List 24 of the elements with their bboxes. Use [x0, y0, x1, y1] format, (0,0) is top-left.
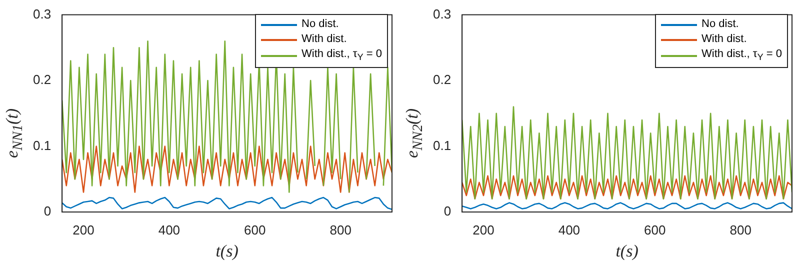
y-tick-label: 0.1	[32, 138, 52, 153]
y-tick-label: 0	[44, 204, 52, 219]
legend-label: With dist., τ$_{Y}$ = 0	[302, 47, 382, 64]
legend-label: No dist.	[302, 17, 339, 32]
x-tick-label: 800	[730, 222, 752, 238]
y-tick-label: 0.1	[432, 138, 452, 153]
x-tick-label: 400	[158, 222, 180, 238]
x-axis-title: t(s)	[616, 241, 639, 260]
x-tick-label: 600	[644, 222, 666, 238]
legend-label: With dist.	[302, 32, 347, 47]
x-axis-title: t(s)	[216, 241, 239, 260]
y-tick-label: 0	[444, 204, 452, 219]
x-tick-label: 200	[472, 222, 494, 238]
y-tick-label: 0.2	[432, 72, 452, 88]
x-tick-label: 200	[72, 222, 94, 238]
legend-label: With dist.	[702, 32, 747, 47]
x-tick-label: 800	[330, 222, 352, 238]
x-tick-label: 400	[558, 222, 580, 238]
y-tick-label: 0.2	[32, 72, 52, 88]
y-tick-label: 0.3	[32, 6, 52, 22]
y-tick-label: 0.3	[432, 6, 452, 22]
x-tick-label: 600	[244, 222, 266, 238]
legend-label: No dist.	[702, 17, 739, 32]
legend-label: With dist., τ$_{Y}$ = 0	[702, 47, 782, 64]
